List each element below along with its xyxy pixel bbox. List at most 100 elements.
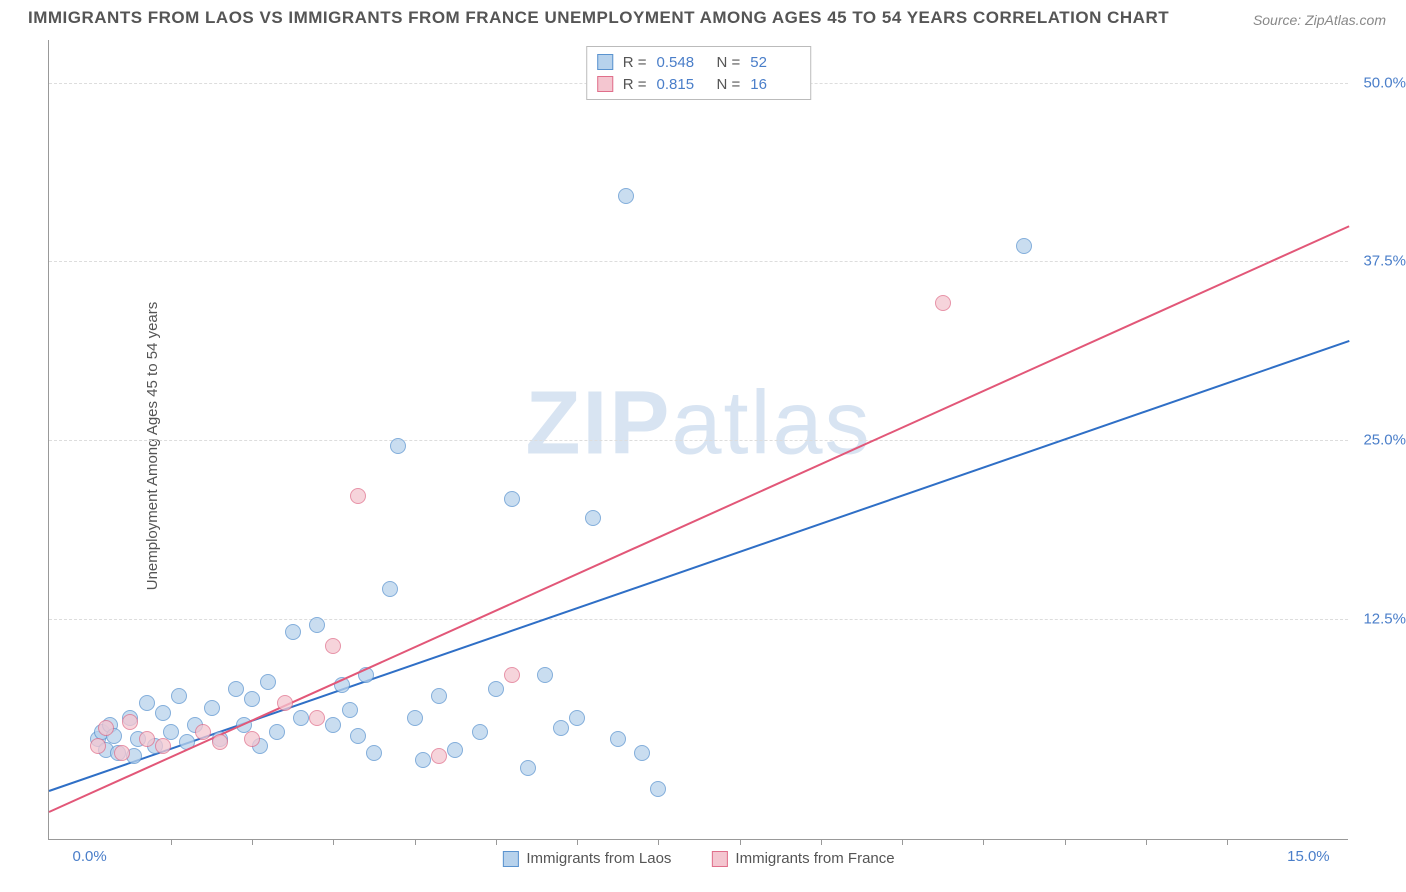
x-tick-label: 0.0% xyxy=(73,848,107,865)
x-minor-tick xyxy=(252,839,253,845)
data-point-laos xyxy=(431,688,447,704)
data-point-laos xyxy=(244,691,260,707)
data-point-laos xyxy=(650,781,666,797)
data-point-france xyxy=(139,731,155,747)
data-point-laos xyxy=(407,710,423,726)
x-minor-tick xyxy=(496,839,497,845)
r-label: R = xyxy=(623,76,647,93)
legend-swatch xyxy=(502,851,518,867)
trend-line-france xyxy=(49,226,1350,814)
data-point-laos xyxy=(1016,238,1032,254)
x-minor-tick xyxy=(333,839,334,845)
data-point-france xyxy=(122,714,138,730)
watermark-bold: ZIP xyxy=(525,373,671,473)
data-point-france xyxy=(935,295,951,311)
gridline xyxy=(49,261,1348,262)
data-point-laos xyxy=(585,510,601,526)
data-point-france xyxy=(244,731,260,747)
y-tick-label: 12.5% xyxy=(1363,610,1406,627)
x-minor-tick xyxy=(902,839,903,845)
data-point-laos xyxy=(415,752,431,768)
data-point-laos xyxy=(618,188,634,204)
data-point-laos xyxy=(488,681,504,697)
data-point-france xyxy=(90,738,106,754)
data-point-france xyxy=(309,710,325,726)
x-minor-tick xyxy=(658,839,659,845)
correlation-legend-row: R = 0.815 N = 16 xyxy=(597,73,801,95)
data-point-laos xyxy=(342,702,358,718)
data-point-france xyxy=(155,738,171,754)
legend-swatch xyxy=(597,54,613,70)
data-point-laos xyxy=(204,700,220,716)
data-point-laos xyxy=(553,720,569,736)
x-minor-tick xyxy=(740,839,741,845)
x-minor-tick xyxy=(983,839,984,845)
data-point-laos xyxy=(447,742,463,758)
data-point-france xyxy=(504,667,520,683)
y-tick-label: 50.0% xyxy=(1363,74,1406,91)
r-value: 0.815 xyxy=(657,76,707,93)
source-label: Source: ZipAtlas.com xyxy=(1253,12,1386,28)
chart-title: IMMIGRANTS FROM LAOS VS IMMIGRANTS FROM … xyxy=(28,8,1169,28)
x-minor-tick xyxy=(1065,839,1066,845)
data-point-france xyxy=(325,638,341,654)
series-legend-item: Immigrants from Laos xyxy=(502,850,671,867)
series-label: Immigrants from Laos xyxy=(526,850,671,867)
data-point-laos xyxy=(520,760,536,776)
series-legend: Immigrants from Laos Immigrants from Fran… xyxy=(502,850,894,867)
data-point-laos xyxy=(390,438,406,454)
r-label: R = xyxy=(623,54,647,71)
data-point-laos xyxy=(325,717,341,733)
correlation-legend: R = 0.548 N = 52 R = 0.815 N = 16 xyxy=(586,46,812,100)
x-minor-tick xyxy=(171,839,172,845)
data-point-laos xyxy=(309,617,325,633)
data-point-france xyxy=(212,734,228,750)
data-point-laos xyxy=(285,624,301,640)
data-point-laos xyxy=(228,681,244,697)
data-point-laos xyxy=(634,745,650,761)
data-point-laos xyxy=(269,724,285,740)
correlation-legend-row: R = 0.548 N = 52 xyxy=(597,51,801,73)
x-tick-label: 15.0% xyxy=(1287,848,1330,865)
data-point-laos xyxy=(350,728,366,744)
data-point-france xyxy=(98,720,114,736)
data-point-laos xyxy=(537,667,553,683)
data-point-laos xyxy=(155,705,171,721)
n-label: N = xyxy=(717,54,741,71)
data-point-laos xyxy=(569,710,585,726)
n-value: 16 xyxy=(750,76,800,93)
y-tick-label: 25.0% xyxy=(1363,432,1406,449)
data-point-france xyxy=(114,745,130,761)
data-point-laos xyxy=(366,745,382,761)
watermark: ZIPatlas xyxy=(525,372,871,475)
series-label: Immigrants from France xyxy=(735,850,894,867)
data-point-laos xyxy=(293,710,309,726)
series-legend-item: Immigrants from France xyxy=(711,850,894,867)
x-minor-tick xyxy=(1227,839,1228,845)
gridline xyxy=(49,440,1348,441)
gridline xyxy=(49,619,1348,620)
data-point-laos xyxy=(139,695,155,711)
data-point-laos xyxy=(171,688,187,704)
x-minor-tick xyxy=(415,839,416,845)
n-value: 52 xyxy=(750,54,800,71)
x-minor-tick xyxy=(577,839,578,845)
legend-swatch xyxy=(597,76,613,92)
n-label: N = xyxy=(717,76,741,93)
data-point-laos xyxy=(504,491,520,507)
data-point-laos xyxy=(163,724,179,740)
scatter-plot: ZIPatlas 12.5%25.0%37.5%50.0%0.0%15.0%R … xyxy=(48,40,1348,840)
watermark-light: atlas xyxy=(671,373,871,473)
x-minor-tick xyxy=(821,839,822,845)
data-point-france xyxy=(277,695,293,711)
data-point-laos xyxy=(382,581,398,597)
data-point-laos xyxy=(472,724,488,740)
data-point-france xyxy=(431,748,447,764)
y-tick-label: 37.5% xyxy=(1363,253,1406,270)
x-minor-tick xyxy=(1146,839,1147,845)
legend-swatch xyxy=(711,851,727,867)
data-point-laos xyxy=(610,731,626,747)
data-point-laos xyxy=(260,674,276,690)
data-point-france xyxy=(350,488,366,504)
r-value: 0.548 xyxy=(657,54,707,71)
